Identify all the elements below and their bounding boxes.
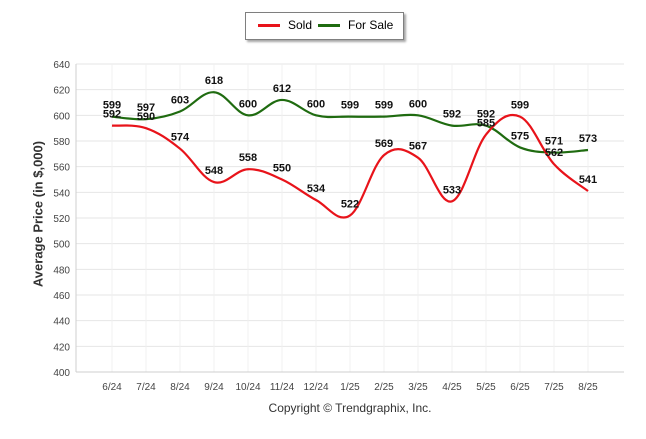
data-label-sold: 558 [239, 152, 257, 164]
x-tick-label: 7/24 [136, 382, 156, 393]
data-label-for-sale: 600 [409, 98, 427, 110]
y-tick-label: 520 [53, 214, 70, 225]
legend-swatch-for-sale [318, 23, 340, 27]
copyright-text: Copyright © Trendgraphix, Inc. [268, 401, 432, 415]
y-axis-title: Average Price (in $,000) [30, 140, 46, 288]
y-tick-label: 480 [53, 265, 70, 276]
x-tick-label: 2/25 [374, 382, 394, 393]
data-label-for-sale: 592 [443, 109, 461, 121]
data-label-sold: 534 [307, 183, 326, 195]
x-tick-label: 9/24 [204, 382, 224, 393]
data-label-for-sale: 599 [341, 100, 359, 112]
data-label-sold: 585 [477, 118, 495, 130]
data-label-sold: 533 [443, 184, 461, 196]
legend-item-for-sale[interactable]: For Sale [318, 18, 393, 32]
y-tick-label: 420 [53, 342, 70, 353]
data-label-sold: 590 [137, 111, 155, 123]
data-label-sold: 548 [205, 165, 223, 177]
legend-item-sold[interactable]: Sold [258, 18, 312, 32]
data-label-sold: 550 [273, 163, 291, 175]
y-tick-label: 460 [53, 291, 70, 302]
x-tick-label: 12/24 [303, 382, 328, 393]
data-label-for-sale: 575 [511, 130, 529, 142]
y-tick-label: 560 [53, 163, 70, 174]
y-tick-label: 400 [53, 368, 70, 379]
y-tick-label: 640 [53, 60, 70, 71]
data-label-for-sale: 571 [545, 136, 563, 148]
x-tick-label: 6/24 [102, 382, 122, 393]
data-label-for-sale: 597 [137, 102, 155, 114]
legend: Sold For Sale [245, 12, 404, 40]
legend-label-sold: Sold [288, 18, 313, 32]
x-tick-label: 8/24 [170, 382, 190, 393]
series-line-for-sale [111, 91, 589, 154]
series-lines [111, 91, 589, 219]
x-tick-label: 10/24 [235, 382, 260, 393]
series-line-sold [111, 113, 589, 219]
data-label-sold: 574 [171, 132, 190, 144]
x-tick-label: 7/25 [544, 382, 564, 393]
data-label-sold: 567 [409, 141, 427, 153]
data-label-for-sale: 592 [477, 109, 495, 121]
y-tick-label: 540 [53, 188, 70, 199]
x-tick-label: 4/25 [442, 382, 462, 393]
x-tick-label: 8/25 [578, 382, 598, 393]
x-tick-label: 3/25 [408, 382, 428, 393]
data-label-for-sale: 599 [103, 100, 121, 112]
y-tick-label: 440 [53, 317, 70, 328]
data-label-for-sale: 600 [239, 98, 257, 110]
data-label-sold: 541 [579, 174, 597, 186]
y-tick-label: 620 [53, 86, 70, 97]
legend-swatch-sold [258, 23, 280, 27]
legend-label-for-sale: For Sale [348, 18, 394, 32]
x-tick-label: 1/25 [340, 382, 360, 393]
data-label-for-sale: 599 [375, 100, 393, 112]
y-tick-label: 500 [53, 240, 70, 251]
data-label-sold: 569 [375, 138, 393, 150]
data-label-sold: 562 [545, 147, 563, 159]
x-tick-label: 6/25 [510, 382, 530, 393]
data-label-for-sale: 600 [307, 98, 325, 110]
data-label-sold: 592 [103, 109, 121, 121]
data-label-for-sale: 612 [273, 83, 291, 95]
data-label-sold: 599 [511, 100, 529, 112]
data-label-for-sale: 603 [171, 94, 189, 106]
x-tick-label: 5/25 [476, 382, 496, 393]
axes: 400 420 440 460 480 500 520 540 560 580 600 620 640 6… [53, 60, 624, 393]
x-tick-label: 11/24 [270, 382, 295, 393]
y-tick-label: 600 [53, 111, 70, 122]
y-tick-label: 580 [53, 137, 70, 148]
data-label-for-sale: 618 [205, 75, 223, 87]
data-label-sold: 522 [341, 198, 359, 210]
data-label-for-sale: 573 [579, 133, 597, 145]
